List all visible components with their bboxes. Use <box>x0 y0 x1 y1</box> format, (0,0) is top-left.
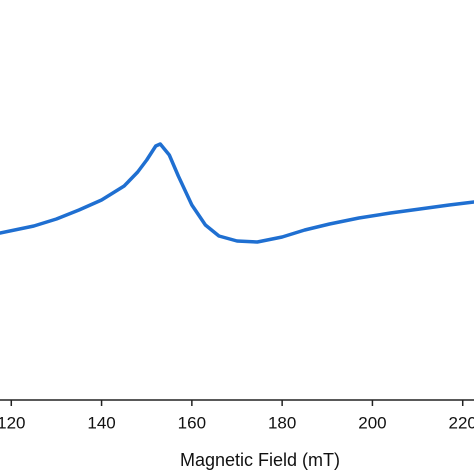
x-tick-label: 220 <box>449 413 474 432</box>
x-tick-label: 120 <box>0 413 25 432</box>
x-tick-label: 160 <box>178 413 206 432</box>
data-line <box>0 142 474 244</box>
x-tick-label: 140 <box>87 413 115 432</box>
x-tick-label: 180 <box>268 413 296 432</box>
x-tick-label: 200 <box>358 413 386 432</box>
x-axis-label: Magnetic Field (mT) <box>180 450 340 470</box>
